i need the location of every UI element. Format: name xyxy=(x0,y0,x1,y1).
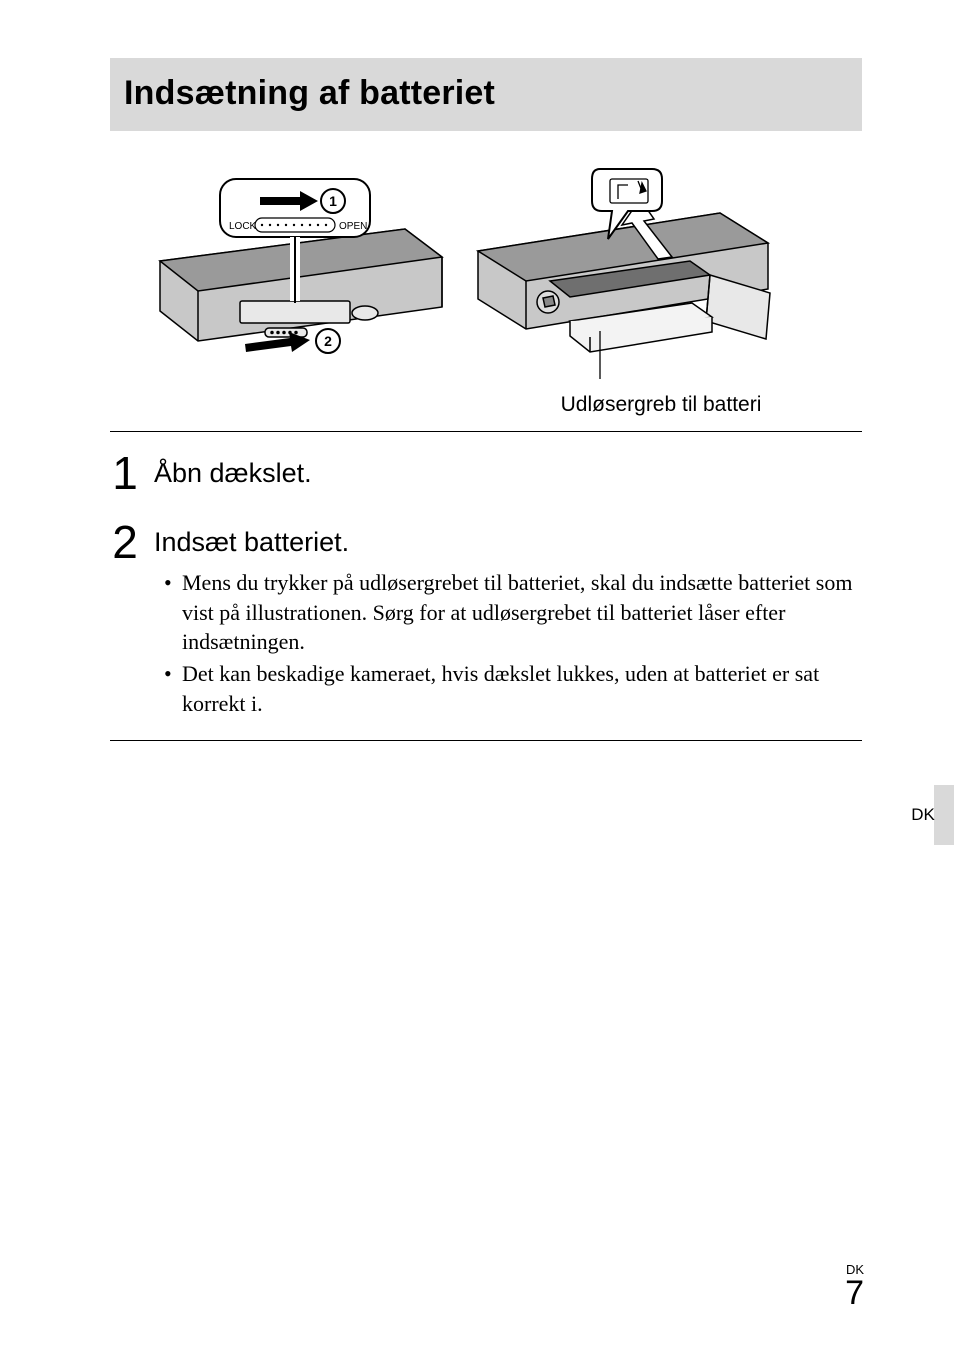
marker-2: 2 xyxy=(324,333,332,349)
figure-1: LOCK OPEN 1 2 xyxy=(150,161,450,371)
lock-label: LOCK xyxy=(229,221,257,232)
step-number: 1 xyxy=(110,450,140,496)
steps-list: 1 Åbn dækslet. 2 Indsæt batteriet. Mens … xyxy=(110,450,862,720)
step-bullets: Mens du trykker på udløsergrebet til bat… xyxy=(154,568,862,718)
section-title-bar: Indsætning af batteriet xyxy=(110,58,862,131)
figure-caption: Udløsergreb til batteri xyxy=(460,393,862,417)
page-footer: DK 7 xyxy=(845,1263,864,1310)
divider-top xyxy=(110,431,862,432)
figure-row: LOCK OPEN 1 2 xyxy=(110,161,862,381)
step-title: Åbn dækslet. xyxy=(154,458,862,489)
illustration-1: LOCK OPEN 1 2 xyxy=(150,161,450,371)
open-label: OPEN xyxy=(339,221,367,232)
section-title: Indsætning af batteriet xyxy=(124,74,848,113)
marker-1: 1 xyxy=(329,193,337,209)
language-side-tab: DK xyxy=(934,785,954,845)
bullet-item: Det kan beskadige kameraet, hvis dækslet… xyxy=(164,659,862,718)
step-2: 2 Indsæt batteriet. Mens du trykker på u… xyxy=(110,519,862,720)
side-tab-label: DK xyxy=(911,805,935,825)
bullet-item: Mens du trykker på udløsergrebet til bat… xyxy=(164,568,862,657)
illustration-2 xyxy=(470,161,800,381)
manual-page: Indsætning af batteriet xyxy=(0,0,954,1350)
figure-2 xyxy=(470,161,800,381)
step-number: 2 xyxy=(110,519,140,565)
step-title: Indsæt batteriet. xyxy=(154,527,862,558)
step-1: 1 Åbn dækslet. xyxy=(110,450,862,499)
divider-bottom xyxy=(110,740,862,741)
page-number: 7 xyxy=(845,1274,864,1312)
